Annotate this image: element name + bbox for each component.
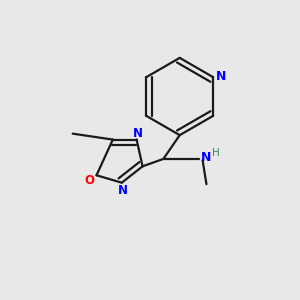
Text: O: O bbox=[84, 174, 94, 187]
Text: N: N bbox=[133, 127, 142, 140]
Text: H: H bbox=[212, 148, 220, 158]
Text: N: N bbox=[200, 151, 211, 164]
Text: N: N bbox=[216, 70, 227, 83]
Text: N: N bbox=[118, 184, 128, 197]
